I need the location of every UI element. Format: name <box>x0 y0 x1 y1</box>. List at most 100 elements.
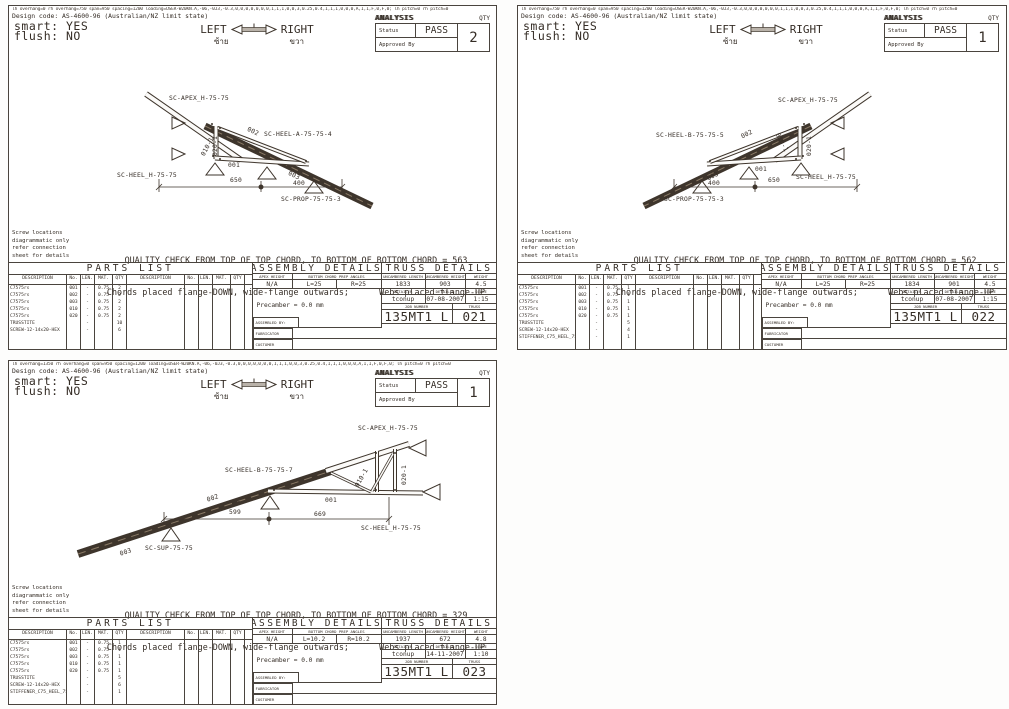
dimension-value: 650 <box>768 177 780 184</box>
part-len: - <box>81 305 95 313</box>
quality-line-2: Chords placed flange-DOWN, wide-flange o… <box>106 641 486 652</box>
parts-header-row: DESCRIPTION No. LEN. MAT. QTY DESCRIPTIO… <box>518 275 761 285</box>
analysis-text: ANALYSIS <box>375 14 414 22</box>
part-mat <box>722 305 740 313</box>
part-description: C7575rs <box>9 667 67 675</box>
part-len <box>199 688 213 696</box>
part-no <box>694 291 708 299</box>
detailer-header: DETAILER <box>380 289 426 295</box>
length-header: UNCAMBERED LENGTH <box>380 274 426 280</box>
weight-header: WEIGHT <box>465 274 497 280</box>
part-no: 002 <box>67 291 81 299</box>
part-len <box>199 284 213 292</box>
col-header: MAT. <box>722 275 740 284</box>
part-no <box>185 674 199 682</box>
col-header: LEN. <box>81 630 95 639</box>
weight-header: WEIGHT <box>465 629 497 635</box>
design-code: Design code: AS-4600-96 (Australian/NZ l… <box>12 367 209 375</box>
parts-rows: C7575rs 001 - 0.75 2 C7575rs 002 - <box>9 284 252 334</box>
parameter-line: lh overhang=750 rh overhang=0 span=950 s… <box>521 7 958 12</box>
col-header: MAT. <box>213 630 231 639</box>
part-qty <box>740 326 754 334</box>
status-label: Status <box>376 24 416 37</box>
weight-header: WEIGHT <box>974 274 1006 280</box>
thai-left-label: ซ้าย <box>214 392 229 401</box>
part-qty <box>231 674 245 682</box>
fabricator-value <box>801 328 1006 339</box>
table-row: C7575rs 001 - 0.75 2 <box>9 284 252 292</box>
part-len: - <box>81 660 95 668</box>
part-len <box>199 660 213 668</box>
note-line: refer connection <box>521 245 575 252</box>
part-description <box>127 298 185 306</box>
table-row: STIFFENER_C75_HEEL_75 - 1 <box>9 688 252 696</box>
part-description <box>127 688 185 696</box>
part-description <box>127 319 185 327</box>
parts-list-table: PARTS LIST DESCRIPTION No. LEN. MAT. QTY… <box>9 263 253 349</box>
part-no <box>694 319 708 327</box>
table-row: SCREW-12-14x20-HEX - 6 <box>9 681 252 689</box>
screw-locations-note: Screw locations diagrammatic only refer … <box>12 585 98 615</box>
part-description <box>636 326 694 334</box>
detailed-header: DETAILED <box>934 289 975 295</box>
part-qty: 1 <box>622 305 636 313</box>
part-qty <box>231 291 245 299</box>
part-qty: 1 <box>113 653 127 661</box>
table-row: C7575rs 003 - 0.75 1 <box>9 653 252 661</box>
table-row: TRUSSTITE - 5 <box>9 674 252 682</box>
weight-value: 4.5 <box>974 280 1006 289</box>
status-box: Status PASS Approved By 1 <box>375 378 490 407</box>
part-description <box>127 326 185 334</box>
col-header: MAT. <box>604 275 622 284</box>
height-value: 901 <box>934 280 975 289</box>
sup-member-label: SC-SUP-75-75 <box>145 545 193 552</box>
truss-sheet-1: lh overhang=0 rh overhang=750 span=950 s… <box>8 5 497 350</box>
part-mat <box>722 326 740 334</box>
part-description <box>636 333 694 341</box>
left-label: LEFT <box>709 22 736 36</box>
scale-header: SCALE <box>974 289 1006 295</box>
length-header: UNCAMBERED LENGTH <box>889 274 935 280</box>
note-line: refer connection <box>12 600 66 607</box>
part-mat <box>213 326 231 334</box>
part-len <box>199 312 213 320</box>
apex-member-label: SC-APEX_H-75-75 <box>778 97 838 104</box>
part-qty <box>231 681 245 689</box>
part-len <box>199 674 213 682</box>
part-description: C7575rs <box>518 312 576 320</box>
detailed-value: 07-08-2007 <box>934 295 975 304</box>
orientation-indicator: LEFT RIGHT ซ้าย ขวา <box>184 378 330 402</box>
assembled-by-value <box>298 317 381 328</box>
part-mat: 0.75 <box>95 639 113 647</box>
part-mat <box>213 681 231 689</box>
truss-diagram: SC-APEX_H-75-75 SC-HEEL-B-75-75-5 SC-HEE… <box>518 66 1007 230</box>
height-value: 903 <box>425 280 466 289</box>
heel-member-label: SC-HEEL-B-75-75-5 <box>656 132 724 139</box>
part-description <box>636 284 694 292</box>
part-no <box>576 333 590 341</box>
truss-details-title: TRUSS DETAILS <box>889 263 1006 274</box>
part-mat: 0.75 <box>604 291 622 299</box>
detailer-value: tconup <box>889 295 935 304</box>
part-mat <box>213 646 231 654</box>
part-description: C7575rs <box>518 284 576 292</box>
truss-diagram: SC-APEX_H-75-75 SC-HEEL-A-75-75-4 SC-HEE… <box>9 66 498 230</box>
prep-left-value: L=10.2 <box>292 635 337 644</box>
col-header: QTY <box>231 275 245 284</box>
part-mat: 0.75 <box>95 284 113 292</box>
parts-list-title: PARTS LIST <box>9 618 252 630</box>
part-description <box>127 284 185 292</box>
analysis-text: ANALYSIS <box>375 369 414 377</box>
part-len <box>708 319 722 327</box>
apex-height-header: APEX HEIGHT <box>252 274 293 280</box>
col-header: QTY <box>740 275 754 284</box>
precamber-text: Precamber = 0.0 mm <box>765 302 833 309</box>
prop-member-label: SC-PROP-75-75-3 <box>281 196 341 203</box>
part-no <box>694 298 708 306</box>
part-qty: 1 <box>113 639 127 647</box>
part-description: C7575rs <box>9 646 67 654</box>
scale-header: SCALE <box>465 289 497 295</box>
part-mat: 0.75 <box>95 667 113 675</box>
thai-left-label: ซ้าย <box>723 37 738 46</box>
right-label: RIGHT <box>789 22 823 36</box>
